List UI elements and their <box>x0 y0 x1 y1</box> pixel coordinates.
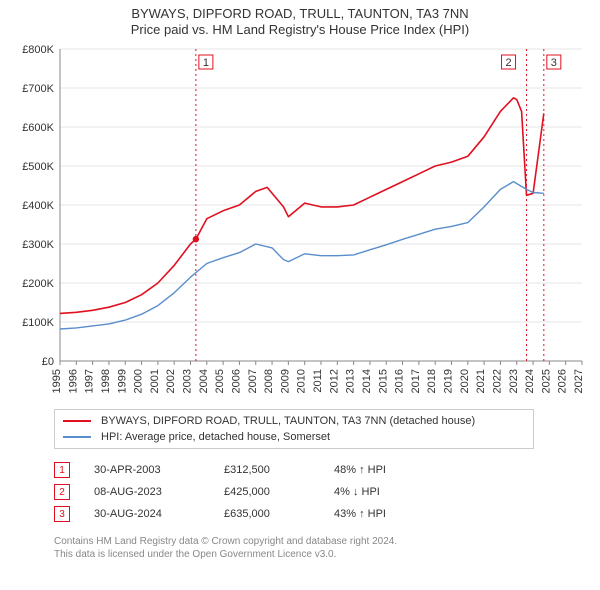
svg-text:1: 1 <box>203 57 209 69</box>
chart-svg: £0 £100K £200K £300K £400K £500K £600K £700K £80… <box>10 41 590 401</box>
svg-text:2011: 2011 <box>312 369 324 393</box>
svg-text:2018: 2018 <box>426 369 438 393</box>
legend-swatch <box>63 436 91 438</box>
legend-label: HPI: Average price, detached house, Some… <box>101 431 330 443</box>
svg-text:£100K: £100K <box>22 317 54 329</box>
svg-text:2014: 2014 <box>361 369 373 393</box>
svg-text:£500K: £500K <box>22 161 54 173</box>
transaction-row: 1 30-APR-2003£312,50048% ↑ HPI <box>54 459 554 481</box>
svg-text:2023: 2023 <box>508 369 520 393</box>
svg-text:2017: 2017 <box>410 369 422 393</box>
title-line-1: BYWAYS, DIPFORD ROAD, TRULL, TAUNTON, TA… <box>10 6 590 21</box>
transaction-row: 3 30-AUG-2024£635,00043% ↑ HPI <box>54 503 554 525</box>
svg-text:£0: £0 <box>42 356 54 368</box>
transaction-vs-hpi: 43% ↑ HPI <box>334 508 474 520</box>
svg-text:2019: 2019 <box>443 369 455 393</box>
svg-text:£300K: £300K <box>22 239 54 251</box>
svg-text:2013: 2013 <box>345 369 357 393</box>
svg-text:2005: 2005 <box>214 369 226 393</box>
svg-text:1998: 1998 <box>100 369 112 393</box>
svg-text:2010: 2010 <box>296 369 308 393</box>
transaction-marker-badge: 3 <box>54 506 70 522</box>
svg-text:2004: 2004 <box>198 369 210 393</box>
footer-line-1: Contains HM Land Registry data © Crown c… <box>54 535 586 548</box>
transaction-marker-badge: 2 <box>54 484 70 500</box>
svg-text:2000: 2000 <box>133 369 145 393</box>
svg-text:2026: 2026 <box>557 369 569 393</box>
legend-item: BYWAYS, DIPFORD ROAD, TRULL, TAUNTON, TA… <box>63 413 525 429</box>
chart-container: BYWAYS, DIPFORD ROAD, TRULL, TAUNTON, TA… <box>0 0 600 571</box>
transaction-price: £312,500 <box>224 464 334 476</box>
footer-line-2: This data is licensed under the Open Gov… <box>54 548 586 561</box>
svg-text:3: 3 <box>551 57 557 69</box>
svg-text:£800K: £800K <box>22 44 54 56</box>
svg-text:£700K: £700K <box>22 83 54 95</box>
transaction-vs-hpi: 4% ↓ HPI <box>334 486 474 498</box>
svg-text:2001: 2001 <box>149 369 161 393</box>
svg-text:2002: 2002 <box>165 369 177 393</box>
svg-text:£600K: £600K <box>22 122 54 134</box>
svg-text:2008: 2008 <box>263 369 275 393</box>
svg-text:2027: 2027 <box>573 369 585 393</box>
title-line-2: Price paid vs. HM Land Registry's House … <box>10 22 590 37</box>
svg-text:£200K: £200K <box>22 278 54 290</box>
svg-text:2007: 2007 <box>247 369 259 393</box>
svg-text:£400K: £400K <box>22 200 54 212</box>
transaction-marker-badge: 1 <box>54 462 70 478</box>
svg-text:2003: 2003 <box>182 369 194 393</box>
transactions-table: 1 30-APR-2003£312,50048% ↑ HPI 2 08-AUG-202… <box>54 459 554 525</box>
svg-text:1996: 1996 <box>67 369 79 393</box>
legend: BYWAYS, DIPFORD ROAD, TRULL, TAUNTON, TA… <box>54 409 534 449</box>
svg-text:1999: 1999 <box>116 369 128 393</box>
svg-text:2015: 2015 <box>377 369 389 393</box>
svg-text:2012: 2012 <box>328 369 340 393</box>
price-chart: £0 £100K £200K £300K £400K £500K £600K £700K £80… <box>10 41 590 401</box>
transaction-date: 08-AUG-2023 <box>94 486 224 498</box>
svg-text:2: 2 <box>505 57 511 69</box>
transaction-vs-hpi: 48% ↑ HPI <box>334 464 474 476</box>
transaction-price: £425,000 <box>224 486 334 498</box>
svg-text:1995: 1995 <box>51 369 63 393</box>
svg-text:2020: 2020 <box>459 369 471 393</box>
transaction-price: £635,000 <box>224 508 334 520</box>
svg-text:1997: 1997 <box>84 369 96 393</box>
legend-item: HPI: Average price, detached house, Some… <box>63 429 525 445</box>
svg-text:2022: 2022 <box>491 369 503 393</box>
attribution-footer: Contains HM Land Registry data © Crown c… <box>54 535 586 561</box>
transaction-row: 2 08-AUG-2023£425,0004% ↓ HPI <box>54 481 554 503</box>
svg-text:2021: 2021 <box>475 369 487 393</box>
transaction-date: 30-AUG-2024 <box>94 508 224 520</box>
svg-text:2024: 2024 <box>524 369 536 393</box>
legend-label: BYWAYS, DIPFORD ROAD, TRULL, TAUNTON, TA… <box>101 415 475 427</box>
svg-text:2009: 2009 <box>279 369 291 393</box>
svg-text:2016: 2016 <box>394 369 406 393</box>
transaction-date: 30-APR-2003 <box>94 464 224 476</box>
svg-text:2006: 2006 <box>230 369 242 393</box>
svg-text:2025: 2025 <box>540 369 552 393</box>
legend-swatch <box>63 420 91 422</box>
